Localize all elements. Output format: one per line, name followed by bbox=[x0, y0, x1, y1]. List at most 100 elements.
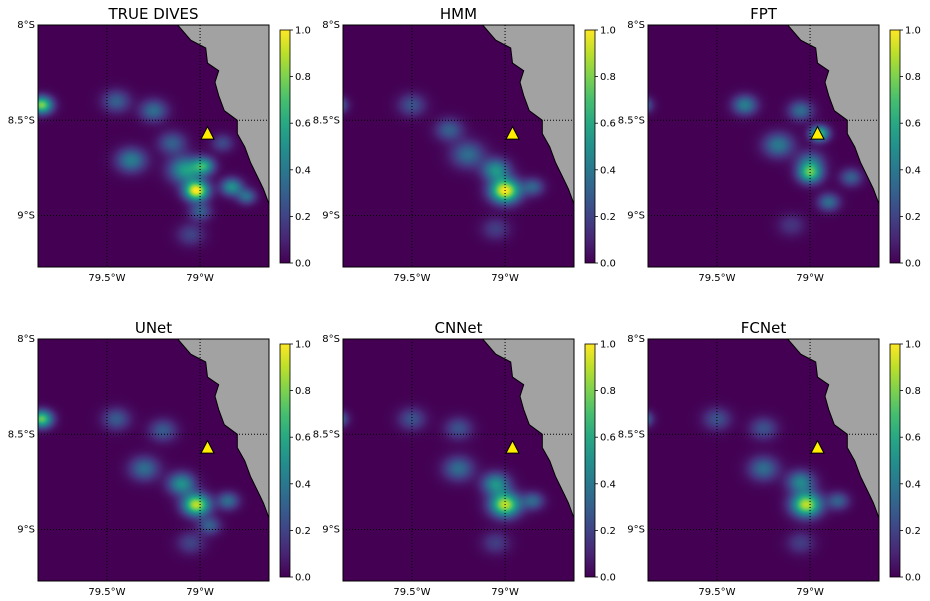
lon-tick-label: 79°W bbox=[186, 273, 214, 284]
land-area bbox=[482, 25, 574, 205]
colorbar-tick-label: 0.2 bbox=[905, 526, 921, 537]
colorbar: 0.0 0.2 0.4 0.6 0.8 1.0 bbox=[584, 340, 616, 584]
lon-tick-label: 79°W bbox=[491, 587, 519, 598]
colorbar-tick-label: 0.8 bbox=[600, 72, 616, 83]
colorbar-tick-label: 0.2 bbox=[600, 212, 616, 223]
lon-tick-label: 79.5°W bbox=[698, 587, 735, 598]
lat-tick-label: 8.5°S bbox=[8, 429, 35, 440]
lon-tick-label: 79°W bbox=[491, 273, 519, 284]
map-panel: HMM 8°S 8.5°S 9°S 79.5°W 79°W bbox=[313, 5, 575, 284]
panel-title: HMM bbox=[440, 5, 477, 23]
colorbar-tick-label: 1.0 bbox=[295, 26, 311, 37]
map-panel: FPT 8°S 8.5°S 9°S 79.5°W 79°W bbox=[618, 5, 880, 284]
lat-tick-label: 8°S bbox=[17, 20, 35, 31]
lat-tick-label: 9°S bbox=[627, 525, 645, 536]
land-area bbox=[482, 339, 574, 519]
lat-tick-label: 9°S bbox=[17, 211, 35, 222]
lon-tick-label: 79.5°W bbox=[698, 273, 735, 284]
lat-tick-label: 8.5°S bbox=[8, 115, 35, 126]
coastline bbox=[787, 25, 879, 205]
coastline bbox=[787, 339, 879, 519]
colorbar-tick-label: 0.6 bbox=[905, 119, 921, 130]
colorbar: 0.0 0.2 0.4 0.6 0.8 1.0 bbox=[889, 26, 921, 270]
map-frame bbox=[647, 338, 880, 582]
coastline bbox=[177, 25, 269, 205]
colorbar-tick-label: 0.8 bbox=[295, 72, 311, 83]
land-area bbox=[787, 339, 879, 519]
lon-tick-label: 79.5°W bbox=[393, 587, 430, 598]
map-frame bbox=[37, 24, 270, 268]
lon-tick-label: 79°W bbox=[796, 273, 824, 284]
colorbar-tick-label: 0.2 bbox=[295, 526, 311, 537]
colorbar-tick-label: 0.6 bbox=[600, 119, 616, 130]
colorbar-tick-label: 0.4 bbox=[905, 165, 921, 176]
lat-tick-label: 8.5°S bbox=[313, 429, 340, 440]
colorbar-tick-label: 0.6 bbox=[295, 119, 311, 130]
lat-tick-label: 8°S bbox=[627, 334, 645, 345]
colorbar-tick-label: 0.8 bbox=[905, 386, 921, 397]
station-marker bbox=[200, 125, 215, 140]
lon-tick-label: 79.5°W bbox=[393, 273, 430, 284]
colorbar-tick-label: 1.0 bbox=[600, 340, 616, 351]
map-panel: TRUE DIVES 8°S 8.5°S 9°S 79.5°W 79°W bbox=[8, 5, 270, 284]
panel-title: UNet bbox=[135, 319, 172, 337]
lat-tick-label: 8°S bbox=[17, 334, 35, 345]
colorbar: 0.0 0.2 0.4 0.6 0.8 1.0 bbox=[279, 26, 311, 270]
colorbar-tick-label: 0.4 bbox=[600, 479, 616, 490]
station-marker bbox=[810, 125, 825, 140]
colorbar-tick-label: 0.6 bbox=[295, 433, 311, 444]
lat-tick-label: 9°S bbox=[322, 211, 340, 222]
colorbar-scale bbox=[584, 29, 596, 264]
colorbar-tick-label: 0.8 bbox=[905, 72, 921, 83]
colorbar-tick-label: 0.0 bbox=[295, 573, 311, 584]
lat-tick-label: 8.5°S bbox=[618, 115, 645, 126]
coastline bbox=[482, 25, 574, 205]
lat-tick-label: 9°S bbox=[17, 525, 35, 536]
colorbar: 0.0 0.2 0.4 0.6 0.8 1.0 bbox=[889, 340, 921, 584]
colorbar: 0.0 0.2 0.4 0.6 0.8 1.0 bbox=[584, 26, 616, 270]
colorbar-tick-label: 0.2 bbox=[905, 212, 921, 223]
map-panel: UNet 8°S 8.5°S 9°S 79.5°W 79°W bbox=[8, 319, 270, 598]
land-area bbox=[177, 25, 269, 205]
lon-tick-label: 79.5°W bbox=[88, 587, 125, 598]
colorbar-tick-label: 0.4 bbox=[295, 479, 311, 490]
lon-tick-label: 79°W bbox=[796, 587, 824, 598]
colorbar-tick-label: 0.6 bbox=[905, 433, 921, 444]
colorbar-tick-label: 0.4 bbox=[905, 479, 921, 490]
colorbar: 0.0 0.2 0.4 0.6 0.8 1.0 bbox=[279, 340, 311, 584]
map-frame bbox=[342, 338, 575, 582]
colorbar-tick-label: 0.8 bbox=[600, 386, 616, 397]
lat-tick-label: 8°S bbox=[322, 20, 340, 31]
panel-title: FPT bbox=[750, 5, 778, 23]
colorbar-tick-label: 0.0 bbox=[905, 573, 921, 584]
station-marker bbox=[505, 439, 520, 454]
land-area bbox=[787, 25, 879, 205]
colorbar-tick-label: 0.0 bbox=[600, 259, 616, 270]
coastline bbox=[177, 339, 269, 519]
colorbar-tick-label: 1.0 bbox=[295, 340, 311, 351]
station-marker bbox=[810, 439, 825, 454]
map-frame bbox=[37, 338, 270, 582]
colorbar-scale bbox=[889, 343, 901, 578]
panel-title: TRUE DIVES bbox=[107, 5, 198, 23]
colorbar-tick-label: 1.0 bbox=[905, 26, 921, 37]
colorbar-scale bbox=[889, 29, 901, 264]
panel-title: FCNet bbox=[741, 319, 787, 337]
lon-tick-label: 79°W bbox=[186, 587, 214, 598]
colorbar-tick-label: 0.6 bbox=[600, 433, 616, 444]
lat-tick-label: 8°S bbox=[627, 20, 645, 31]
lat-tick-label: 9°S bbox=[322, 525, 340, 536]
lat-tick-label: 8.5°S bbox=[313, 115, 340, 126]
map-panel: CNNet 8°S 8.5°S 9°S 79.5°W 79°W bbox=[313, 319, 575, 598]
station-marker bbox=[505, 125, 520, 140]
colorbar-tick-label: 0.2 bbox=[600, 526, 616, 537]
map-frame bbox=[647, 24, 880, 268]
lat-tick-label: 9°S bbox=[627, 211, 645, 222]
panel-title: CNNet bbox=[434, 319, 482, 337]
colorbar-tick-label: 0.0 bbox=[905, 259, 921, 270]
colorbar-scale bbox=[279, 29, 291, 264]
colorbar-tick-label: 1.0 bbox=[600, 26, 616, 37]
colorbar-scale bbox=[279, 343, 291, 578]
lat-tick-label: 8.5°S bbox=[618, 429, 645, 440]
